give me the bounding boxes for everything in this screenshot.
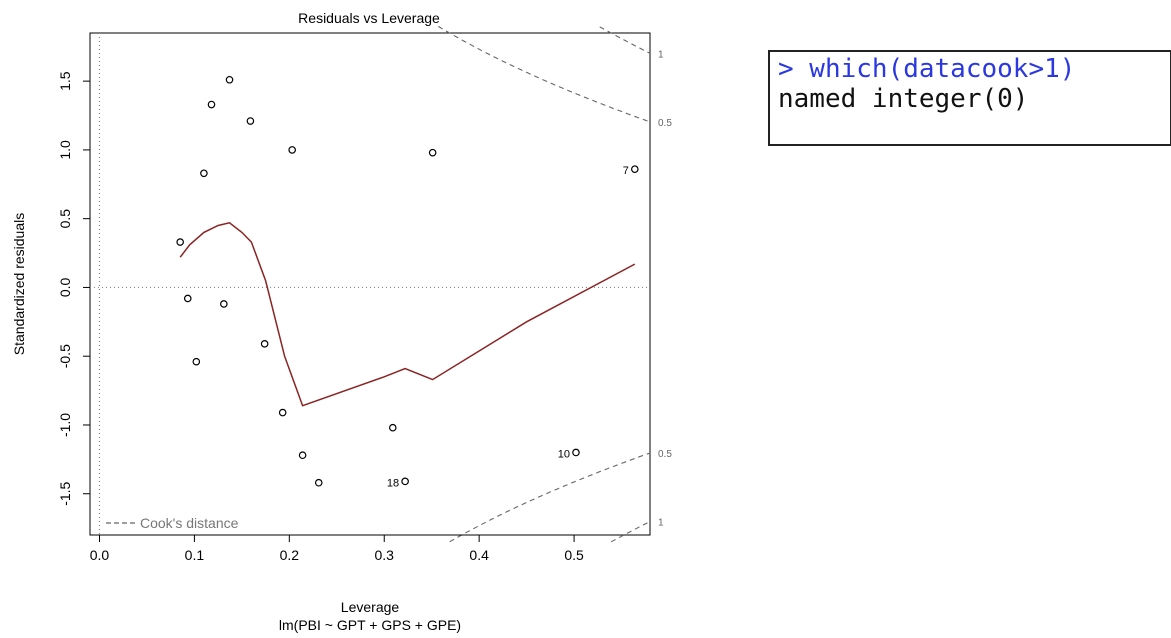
y-tick-label-1: -1.0 — [57, 413, 73, 437]
data-point-2 — [183, 294, 192, 303]
x-tick-label-2: 0.2 — [280, 547, 300, 563]
data-point-8 — [246, 117, 255, 125]
data-point-15 — [401, 477, 409, 486]
residuals-leverage-plot: Residuals vs Leverage 0.5 1 0.5 1 18 10 7 0.0… — [11, 10, 672, 633]
x-axis: 0.0 0.1 0.2 0.3 0.4 0.5 — [90, 534, 584, 563]
data-point-3 — [192, 357, 201, 366]
legend: Cook's distance — [106, 515, 239, 531]
smooth-line-group — [179, 221, 636, 407]
y-tick-label-0: -1.5 — [57, 481, 73, 505]
x-tick-label-3: 0.3 — [375, 547, 395, 563]
cooks-contour-lower-0_5 — [449, 452, 650, 543]
cooks-contour-label-upper-0_5: 0.5 — [658, 118, 672, 129]
console-command: > which(datacook>1) — [778, 54, 1076, 84]
smooth-line — [179, 221, 636, 407]
point-label-10: 10 — [558, 448, 570, 460]
data-point-11 — [288, 146, 296, 154]
data-point-10 — [278, 408, 287, 417]
y-tick-label-2: -0.5 — [57, 344, 73, 368]
chart-title: Residuals vs Leverage — [298, 10, 440, 26]
y-tick-label-3: 0.0 — [57, 277, 73, 297]
data-point-6 — [220, 300, 228, 308]
data-point-13 — [314, 478, 323, 487]
data-point-16 — [428, 148, 437, 157]
y-tick-label-5: 1.0 — [57, 140, 73, 160]
point-label-7: 7 — [623, 165, 629, 177]
data-point-12 — [298, 451, 307, 460]
cooks-contour-label-lower-0_5: 0.5 — [658, 449, 672, 460]
data-point-18 — [631, 165, 639, 173]
y-axis-label: Standardized residuals — [11, 213, 27, 355]
x-axis-subtitle: lm(PBI ~ GPT + GPS + GPE) — [279, 617, 461, 633]
data-point-5 — [207, 100, 216, 109]
data-point-17 — [572, 448, 580, 457]
cooks-contour-upper-1 — [599, 26, 650, 54]
data-point-1 — [176, 238, 184, 246]
points-group — [176, 75, 639, 487]
cooks-distance-contours: 0.5 1 0.5 1 — [438, 25, 672, 543]
data-point-9 — [260, 340, 269, 348]
x-axis-label: Leverage — [341, 599, 400, 615]
data-point-7 — [225, 75, 234, 84]
data-point-14 — [388, 423, 397, 432]
x-tick-label-1: 0.1 — [185, 547, 205, 563]
x-tick-label-4: 0.4 — [469, 547, 489, 563]
cooks-contour-lower-1 — [610, 521, 650, 543]
r-console-output: > which(datacook>1) named integer(0) — [768, 50, 1171, 146]
data-point-4 — [200, 169, 208, 178]
y-tick-label-6: 1.5 — [57, 71, 73, 91]
point-labels: 18 10 7 — [387, 165, 629, 489]
x-tick-label-0: 0.0 — [90, 547, 110, 563]
y-tick-label-4: 0.5 — [57, 209, 73, 229]
reference-lines — [90, 33, 650, 535]
x-tick-label-5: 0.5 — [564, 547, 584, 563]
console-output: named integer(0) — [778, 84, 1029, 114]
legend-label: Cook's distance — [140, 515, 239, 531]
cooks-contour-upper-0_5 — [438, 25, 650, 123]
point-label-18: 18 — [387, 477, 399, 489]
y-axis: -1.5 -1.0 -0.5 0.0 0.5 1.0 1.5 — [57, 71, 90, 506]
cooks-contour-label-upper-1: 1 — [658, 49, 664, 60]
cooks-contour-label-lower-1: 1 — [658, 518, 664, 529]
